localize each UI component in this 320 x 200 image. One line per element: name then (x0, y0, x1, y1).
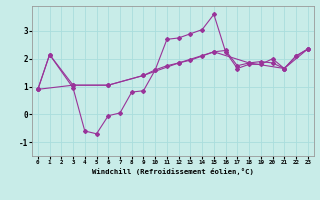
X-axis label: Windchill (Refroidissement éolien,°C): Windchill (Refroidissement éolien,°C) (92, 168, 254, 175)
